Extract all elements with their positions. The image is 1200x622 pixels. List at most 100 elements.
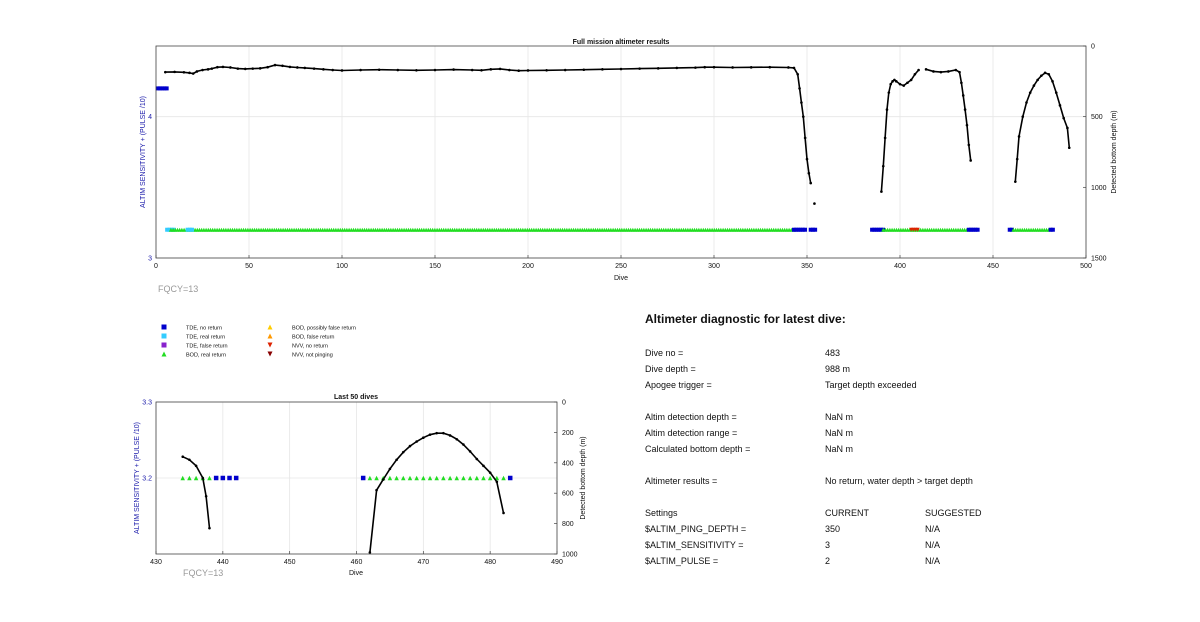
bottom-depth-line [1014, 71, 1071, 182]
bottom-depth-point [433, 68, 437, 72]
bottom-fqcy-annotation: FQCY=13 [183, 568, 223, 578]
altim-status-point [187, 227, 192, 232]
bottom-depth-point [395, 458, 398, 462]
x-tick-label: 50 [245, 263, 253, 270]
bottom-depth-point [229, 66, 232, 69]
altim-status-point [213, 475, 219, 481]
bottom-depth-point [883, 136, 887, 140]
bottom-depth-point [375, 488, 378, 492]
bottom-chart-title: Last 50 dives [334, 394, 378, 401]
altim-status-point [1007, 227, 1012, 232]
legend-label: TDE, real return [186, 334, 225, 340]
bottom-depth-point [1036, 78, 1039, 82]
bottom-depth-point [1067, 146, 1071, 150]
bottom-depth-point [880, 190, 883, 193]
bottom-depth-point [881, 164, 885, 168]
bottom-depth-point [807, 171, 811, 175]
altim-status-point [808, 227, 813, 232]
altim-status-point [434, 475, 439, 481]
bottom-depth-point [195, 70, 199, 73]
altim-status-point [387, 475, 393, 481]
bottom-depth-point [322, 68, 325, 71]
bottom-depth-point [1014, 180, 1017, 183]
bottom-depth-point [898, 82, 902, 86]
altim-status-point [401, 475, 406, 481]
altim-status-point [427, 475, 433, 481]
x-tick-label: 480 [484, 559, 496, 566]
y2-tick-label: 600 [562, 491, 574, 498]
top-ticks: 0 50 100 150 200 250 300 350 400 450 500 3 4 0 500 1000… [148, 44, 1107, 271]
bottom-depth-point [502, 511, 505, 515]
x-tick-label: 200 [522, 263, 534, 270]
y2-tick-label: 800 [562, 521, 574, 528]
bottom-depth-point [508, 68, 511, 72]
bottom-depth-point [947, 70, 950, 73]
altim-status-point [810, 227, 815, 232]
x-tick-label: 450 [284, 559, 296, 566]
bottom-depth-point [969, 159, 972, 162]
bottom-depth-point [475, 457, 479, 461]
x-tick-label: 490 [551, 559, 563, 566]
bottom-depth-point [967, 143, 971, 147]
y2-tick-label: 1000 [1091, 185, 1107, 192]
bottom-depth-point [331, 68, 335, 72]
altim-status-point [813, 227, 818, 232]
bottom-status-markers [180, 475, 513, 481]
bottom-depth-point [638, 67, 641, 70]
legend-marker [161, 342, 167, 348]
diagnostic-value: NaN m [825, 444, 854, 454]
legend-marker [161, 333, 167, 339]
top-fqcy-annotation: FQCY=13 [158, 284, 198, 294]
bottom-depth-point [1021, 115, 1025, 118]
x-tick-label: 250 [615, 263, 627, 270]
altim-status-point [158, 86, 163, 91]
bottom-depth-point [601, 68, 604, 71]
bottom-depth-point [489, 68, 493, 71]
legend-marker [267, 324, 273, 330]
bottom-depth-point [296, 66, 299, 69]
settings-suggested: N/A [925, 524, 941, 534]
settings-suggested: N/A [925, 556, 941, 566]
bottom-depth-point [221, 65, 225, 69]
altim-status-point [796, 227, 801, 232]
settings-suggested: SUGGESTED [925, 508, 982, 518]
bottom-depth-point [164, 70, 167, 74]
bottom-depth-point [909, 78, 913, 82]
altim-status-point [971, 227, 976, 232]
bottom-depth-point [712, 65, 716, 69]
altim-status-point [467, 475, 473, 481]
bottom-depth-point [932, 70, 935, 73]
altim-status-point [791, 227, 796, 232]
bottom-depth-point [273, 63, 277, 67]
bottom-depth-point [798, 87, 801, 90]
altim-status-point [481, 475, 486, 481]
altim-status-point [407, 475, 413, 481]
bottom-depth-point [1040, 74, 1043, 77]
legend-label: NVV, not pinging [292, 352, 333, 358]
bottom-depth-point [803, 136, 807, 140]
bottom-depth-point [448, 434, 452, 437]
altim-status-point [193, 475, 199, 481]
settings-label: $ALTIM_PULSE = [645, 556, 719, 566]
bottom-depth-point [462, 443, 465, 446]
bottom-depth-point [809, 181, 813, 185]
bottom-depth-point [428, 433, 432, 436]
x-tick-label: 430 [150, 559, 162, 566]
altim-status-point [874, 227, 879, 232]
bottom-depth-point [204, 494, 208, 498]
legend-label: TDE, no return [186, 325, 222, 331]
altim-status-point [798, 227, 803, 232]
altim-status-point [220, 475, 226, 481]
bottom-depth-point [201, 476, 205, 480]
bottom-depth-point [1043, 71, 1047, 75]
bottom-depth-point [216, 65, 219, 69]
bottom-depth-point [182, 70, 186, 74]
bottom-depth-point [422, 436, 425, 440]
bottom-depth-point [813, 202, 816, 205]
x-tick-label: 100 [336, 263, 348, 270]
y-tick-label: 3 [148, 256, 152, 263]
legend: TDE, no return TDE, real return TDE, false… [161, 324, 356, 358]
bottom-depth-line [925, 68, 972, 161]
bottom-depth-point [889, 82, 892, 86]
altim-status-point [374, 475, 379, 481]
